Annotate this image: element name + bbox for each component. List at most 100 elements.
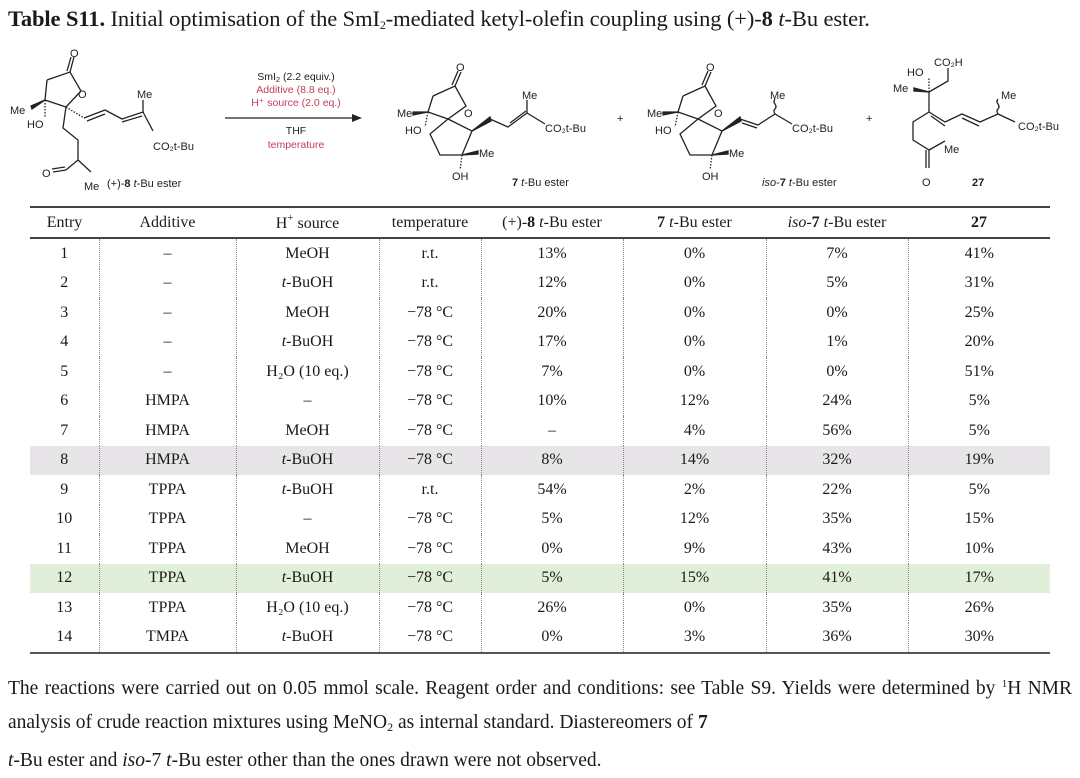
table-row: 7 HMPA MeOH −78 °C –4% 56% 5% <box>30 416 1050 446</box>
cell-product-7: 0% <box>622 593 766 623</box>
structure-product-27 <box>912 68 1016 168</box>
cell-product-27: 41% <box>907 238 1050 269</box>
table-body: 1– MeOH r.t. 13% 0% 7% 41% 2– t-BuOH r.t. 12% 0% 5% 3… <box>30 238 1050 653</box>
reaction-scheme: Me HO O O Me CO₂t-Bu O Me (+)-8 t-Bu est… <box>0 40 1080 195</box>
header-product-27: 27 <box>971 213 987 231</box>
cell-h-source: H₂O (10 eq.) <box>235 357 379 387</box>
structure-starting-material-8 <box>30 56 154 173</box>
cell-product-7: 2% <box>622 475 766 505</box>
header-additive: Additive <box>139 213 196 231</box>
sm-me-label: Me <box>10 105 25 117</box>
p27-acid-label: CO₂H <box>934 57 963 69</box>
sm-me-label: Me <box>137 89 152 101</box>
cell-entry: 14 <box>56 628 73 646</box>
cell-product-27: 20% <box>907 327 1050 357</box>
cell-product-7: 12% <box>622 386 766 416</box>
plus-sign: + <box>617 113 623 125</box>
cell-product-7: 9% <box>622 534 766 564</box>
table-header-row: Entry Additive H+ source temperature (+)… <box>30 207 1050 238</box>
table-footnote: The reactions were carried out on 0.05 m… <box>8 678 1072 771</box>
cell-sm-8: 17% <box>480 327 623 357</box>
cell-sm-8: 12% <box>480 268 623 298</box>
sm-ester-label: CO₂t-Bu <box>153 141 194 153</box>
cell-product-27: 19% <box>907 445 1050 475</box>
table-row: 3– MeOH −78 °C 20% 0% 0% 25% <box>30 298 1050 328</box>
cell-additive: HMPA <box>98 416 236 446</box>
results-table: Entry Additive H+ source temperature (+)… <box>30 206 1050 654</box>
cell-additive: HMPA <box>98 386 236 416</box>
piso7-o-label: O <box>706 62 715 74</box>
cell-additive: – <box>98 238 236 269</box>
cell-product-27: 5% <box>907 475 1050 505</box>
piso7-me-label: Me <box>729 148 744 160</box>
conditions-solvent: THF <box>286 125 306 137</box>
cell-product-27: 26% <box>907 593 1050 623</box>
cell-h-source: H₂O (10 eq.) <box>235 593 379 623</box>
p7-ho-label: HO <box>405 125 422 137</box>
header-sm-8: (+)-8 t-Bu ester <box>502 213 602 231</box>
table-row: 8 HMPA t-BuOH −78 °C 8% 14% 32% 19% <box>30 445 1050 475</box>
table-row: 5– H₂O (10 eq.) −78 °C 7% 0% 0% 51% <box>30 357 1050 387</box>
cell-product-7: 14% <box>622 445 766 475</box>
piso7-o-label: O <box>714 108 723 120</box>
cell-product-iso7: 35% <box>765 504 908 534</box>
cell-product-iso7: 24% <box>765 386 908 416</box>
cell-product-7: 0% <box>622 298 766 328</box>
cell-h-source: MeOH <box>235 298 379 328</box>
cell-temperature: −78 °C <box>378 357 481 387</box>
cell-product-27: 25% <box>907 298 1050 328</box>
p7-compound-label: 7 t-Bu ester <box>512 177 569 189</box>
cell-temperature: −78 °C <box>378 327 481 357</box>
cell-product-iso7: 1% <box>765 327 908 357</box>
cell-product-iso7: 43% <box>765 534 908 564</box>
cell-product-iso7: 0% <box>765 298 908 328</box>
caption-label: Table S11. <box>8 6 105 31</box>
cell-entry: 7 <box>60 421 69 439</box>
conditions-h-source: H⁺ source (2.0 eq.) <box>251 97 341 109</box>
cell-temperature: −78 °C <box>378 563 481 593</box>
cell-entry: 6 <box>60 392 69 410</box>
caption-compound: 8 <box>761 6 773 31</box>
cell-h-source: t-BuOH <box>235 563 379 593</box>
cell-entry: 3 <box>60 303 69 321</box>
cell-product-27: 31% <box>907 268 1050 298</box>
cell-temperature: −78 °C <box>378 416 481 446</box>
sm-o-label: O <box>70 48 79 60</box>
table-row: 11 TPPA MeOH −78 °C 0% 9% 43% 10% <box>30 534 1050 564</box>
p7-o-label: O <box>456 62 465 74</box>
cell-entry: 1 <box>60 244 69 262</box>
cell-product-iso7: 41% <box>765 563 908 593</box>
cell-additive: TPPA <box>98 593 236 623</box>
p27-me-label: Me <box>944 144 959 156</box>
cell-h-source: t-BuOH <box>235 445 379 475</box>
sm-o-label: O <box>42 168 51 180</box>
cell-entry: 5 <box>60 362 69 380</box>
cell-entry: 11 <box>56 539 72 557</box>
cell-temperature: −78 °C <box>378 445 481 475</box>
cell-product-iso7: 5% <box>765 268 908 298</box>
cell-product-iso7: 22% <box>765 475 908 505</box>
cell-additive: TPPA <box>98 504 236 534</box>
cell-temperature: −78 °C <box>378 298 481 328</box>
cell-sm-8: 54% <box>480 475 623 505</box>
cell-product-iso7: 36% <box>765 622 908 653</box>
cell-product-27: 17% <box>907 563 1050 593</box>
cell-product-7: 0% <box>622 268 766 298</box>
cell-sm-8: 8% <box>480 445 623 475</box>
piso7-ester-label: CO₂t-Bu <box>792 123 833 135</box>
structure-product-7 <box>412 70 546 171</box>
cell-additive: – <box>98 268 236 298</box>
cell-product-7: 15% <box>622 563 766 593</box>
cell-additive: – <box>98 327 236 357</box>
cell-product-7: 0% <box>622 238 766 269</box>
cell-product-27: 30% <box>907 622 1050 653</box>
table-row: 4 – t-BuOH −78 °C 17% 0% 1% 20% <box>30 327 1050 357</box>
sm-compound-label: (+)-8 t-Bu ester <box>107 178 182 190</box>
p7-me-label: Me <box>479 148 494 160</box>
cell-temperature: −78 °C <box>378 534 481 564</box>
table-row: 1 – MeOH r.t. 13% 0% 7% 41% <box>30 238 1050 269</box>
cell-sm-8: 26% <box>480 593 623 623</box>
plus-sign: + <box>866 113 872 125</box>
caption-sub: 2 <box>379 18 386 32</box>
cell-additive: TMPA <box>98 622 236 653</box>
